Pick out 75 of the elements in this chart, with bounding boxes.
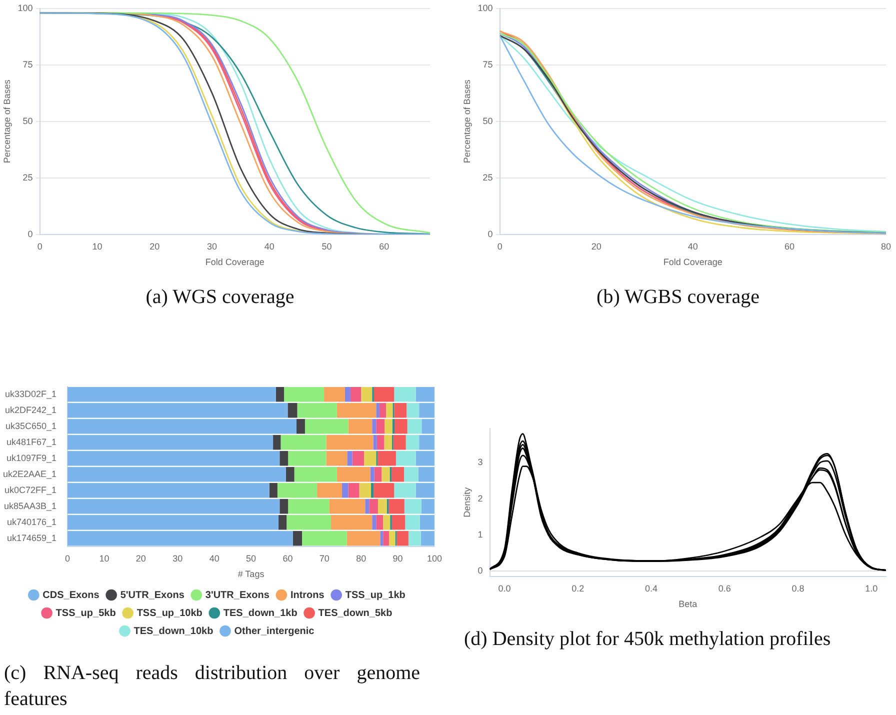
x-axis-title: # Tags	[238, 569, 265, 580]
y-tick-label: 0	[488, 228, 493, 239]
x-tick-label: 30	[172, 553, 183, 564]
x-tick-label: 40	[264, 241, 274, 252]
x-tick-label: 60	[379, 241, 390, 252]
y-tick-label: uk174659_1	[6, 532, 57, 543]
text: (b) WGBS coverage	[596, 285, 760, 310]
x-tick-label: 10	[92, 241, 102, 252]
x-tick-label: 50	[322, 241, 332, 252]
x-tick-label: 50	[246, 553, 256, 564]
legend-label: CDS_Exons	[42, 590, 100, 601]
x-tick-label: 20	[150, 241, 160, 252]
x-tick-label: 40	[688, 241, 698, 252]
x-tick-label: 0.4	[644, 583, 658, 594]
x-axis-title: Fold Coverage	[663, 257, 722, 268]
y-tick-label: 100	[478, 2, 493, 13]
x-tick-label: 30	[206, 241, 217, 252]
text: (d) Density plot for 450k methylation profiles	[463, 627, 832, 652]
y-tick-label: 50	[22, 116, 33, 126]
y-tick-label: 100	[18, 2, 33, 13]
x-tick-label: 20	[136, 553, 146, 564]
y-tick-label: uk1097F9_1	[6, 452, 57, 463]
y-tick-label: 50	[482, 116, 493, 126]
legend-label: TES_down_1kb	[223, 608, 298, 619]
legend-label: 3'UTR_Exons	[205, 590, 270, 601]
y-axis-title: Percentage of Bases	[462, 79, 472, 164]
x-tick-label: 100	[426, 553, 442, 564]
y-tick-label: 25	[22, 172, 33, 182]
legend-label: TSS_up_1kb	[345, 590, 406, 601]
x-tick-label: 0.6	[718, 583, 731, 594]
y-tick-label: 0	[28, 228, 33, 239]
y-tick-label: uk85AA3B_1	[4, 500, 57, 511]
y-tick-label: 2	[478, 493, 483, 504]
y-tick-label: 25	[482, 172, 493, 182]
x-tick-label: 80	[356, 553, 366, 564]
x-tick-label: 0.2	[572, 583, 584, 594]
x-tick-label: 10	[99, 553, 110, 564]
y-axis-title: Percentage of Bases	[2, 79, 12, 164]
y-tick-label: uk2E2AAE_1	[2, 468, 57, 479]
x-tick-label: 0	[497, 241, 502, 252]
legend-label: TSS_up_10kb	[136, 608, 202, 619]
legend-label: Other_intergenic	[234, 626, 315, 637]
x-tick-label: 80	[880, 241, 892, 252]
legend-label: TSS_up_5kb	[56, 608, 116, 619]
x-tick-label: 0	[37, 241, 42, 252]
x-axis-title: Fold Coverage	[205, 257, 264, 268]
legend-label: TES_down_5kb	[318, 608, 392, 619]
x-tick-label: 20	[591, 241, 602, 252]
x-tick-label: 60	[784, 241, 794, 252]
y-tick-label: 0	[478, 565, 483, 576]
x-axis-title: Beta	[678, 599, 698, 610]
y-tick-label: uk481F67_1	[6, 436, 57, 447]
y-tick-label: uk0C72FF_1	[4, 484, 57, 495]
y-tick-label: uk2DF242_1	[4, 404, 57, 415]
text: (c) RNA-seq reads distribution over genome features	[3, 661, 420, 712]
x-tick-label: 60	[282, 553, 293, 564]
y-tick-label: 3	[478, 457, 483, 468]
x-tick-label: 90	[392, 553, 403, 564]
x-tick-label: 0	[65, 553, 70, 564]
legend-label: TES_down_10kb	[134, 626, 214, 637]
y-tick-label: 75	[22, 59, 33, 70]
legend-label: Introns	[290, 590, 325, 601]
y-tick-label: uk35C650_1	[5, 420, 57, 431]
y-tick-label: uk33D02F_1	[4, 388, 57, 399]
x-tick-label: 40	[209, 553, 220, 564]
text: (a) WGS coverage	[144, 285, 296, 310]
y-tick-label: 1	[478, 529, 483, 540]
y-tick-label: 75	[482, 59, 493, 70]
y-axis-title: Density	[462, 486, 472, 518]
x-tick-label: 0.0	[498, 583, 511, 594]
x-tick-label: 1.0	[865, 583, 878, 594]
y-tick-label: uk740176_1	[6, 516, 57, 527]
legend-label: 5'UTR_Exons	[120, 590, 185, 601]
x-tick-label: 0.8	[792, 583, 804, 594]
x-tick-label: 70	[319, 553, 330, 564]
